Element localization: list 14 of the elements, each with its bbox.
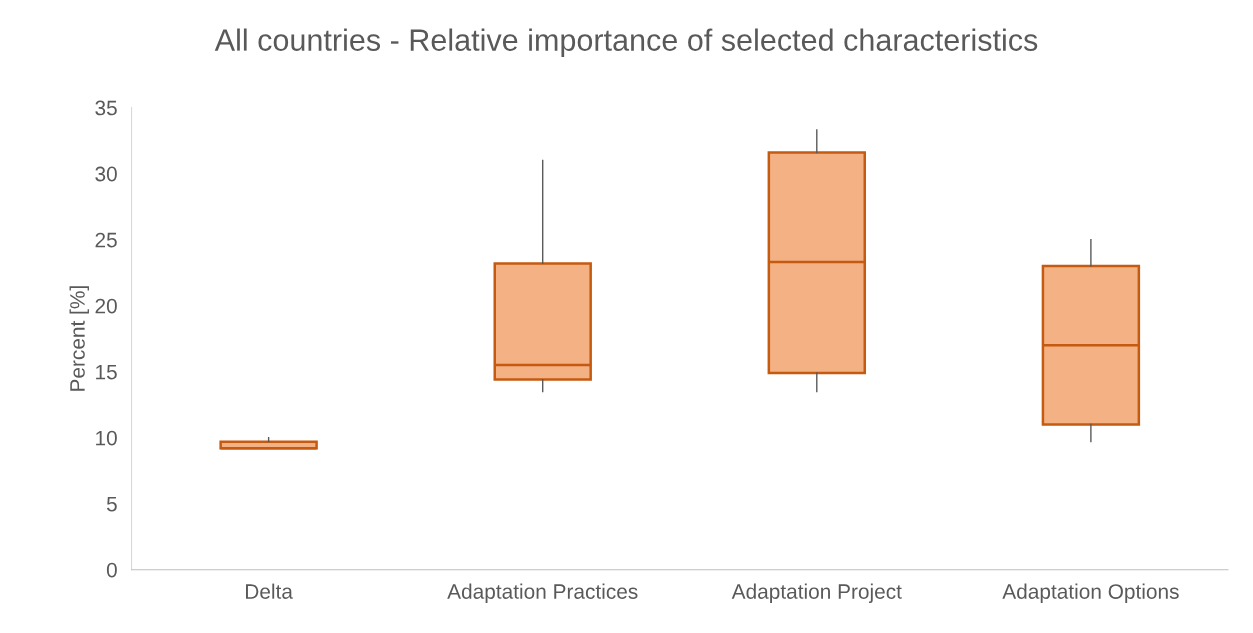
x-tick-label: Adaptation Project — [731, 583, 902, 604]
y-tick-label: 20 — [95, 298, 117, 314]
y-tick-label: 15 — [96, 364, 117, 380]
x-tick-label: Adaptation Practices — [447, 583, 638, 604]
chart-title: All countries - Relative importance of selected characteristics — [214, 28, 1038, 57]
y-tick-label: 10 — [96, 430, 117, 446]
x-tick-label: Adaptation Options — [1002, 583, 1179, 604]
y-axis-title: Percent [%] — [69, 286, 89, 391]
y-tick-label: 30 — [95, 166, 117, 182]
y-tick-label: 0 — [106, 562, 117, 578]
y-tick-label: 25 — [95, 232, 117, 248]
y-tick-label: 35 — [95, 100, 117, 116]
y-tick-label: 5 — [106, 496, 117, 512]
x-tick-label: Delta — [246, 583, 293, 599]
